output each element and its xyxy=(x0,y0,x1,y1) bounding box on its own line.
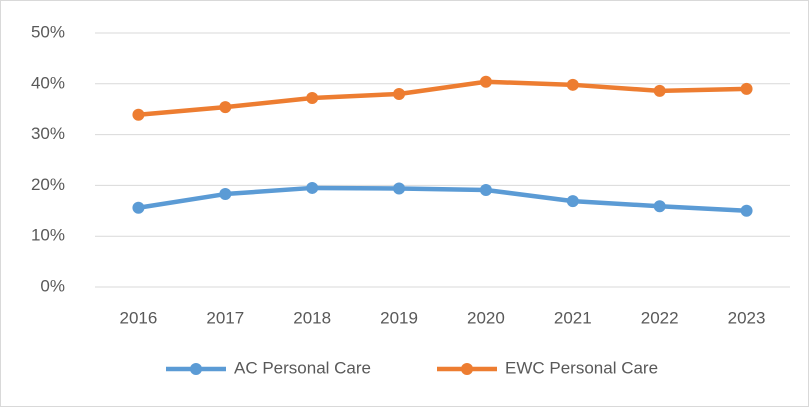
y-tick-label: 20% xyxy=(31,175,65,194)
x-tick-label: 2020 xyxy=(467,308,505,327)
data-point xyxy=(132,108,145,121)
data-point xyxy=(393,182,406,195)
series-line xyxy=(136,79,749,118)
data-point xyxy=(653,200,666,213)
data-point xyxy=(740,82,753,95)
legend-label: EWC Personal Care xyxy=(505,358,658,377)
data-point xyxy=(479,183,492,196)
x-tick-label: 2017 xyxy=(206,308,244,327)
data-point xyxy=(306,92,319,105)
x-tick-label: 2021 xyxy=(554,308,592,327)
data-point xyxy=(566,195,579,208)
x-tick-label: 2016 xyxy=(120,308,158,327)
data-point xyxy=(653,84,666,97)
y-tick-label: 30% xyxy=(31,124,65,143)
y-tick-label: 0% xyxy=(40,276,65,295)
legend-marker xyxy=(461,363,473,375)
x-tick-label: 2023 xyxy=(728,308,766,327)
y-tick-label: 10% xyxy=(31,226,65,245)
series-line xyxy=(136,185,749,214)
data-point xyxy=(393,87,406,100)
x-tick-label: 2018 xyxy=(293,308,331,327)
data-point xyxy=(479,75,492,88)
y-tick-label: 40% xyxy=(31,73,65,92)
x-tick-label: 2019 xyxy=(380,308,418,327)
data-point xyxy=(566,78,579,91)
data-point xyxy=(306,181,319,194)
x-tick-label: 2022 xyxy=(641,308,679,327)
legend-marker xyxy=(190,363,202,375)
data-point xyxy=(219,101,232,114)
y-tick-label: 50% xyxy=(31,22,65,41)
data-point xyxy=(132,201,145,214)
legend-label: AC Personal Care xyxy=(234,358,371,377)
data-point xyxy=(740,204,753,217)
data-point xyxy=(219,188,232,201)
